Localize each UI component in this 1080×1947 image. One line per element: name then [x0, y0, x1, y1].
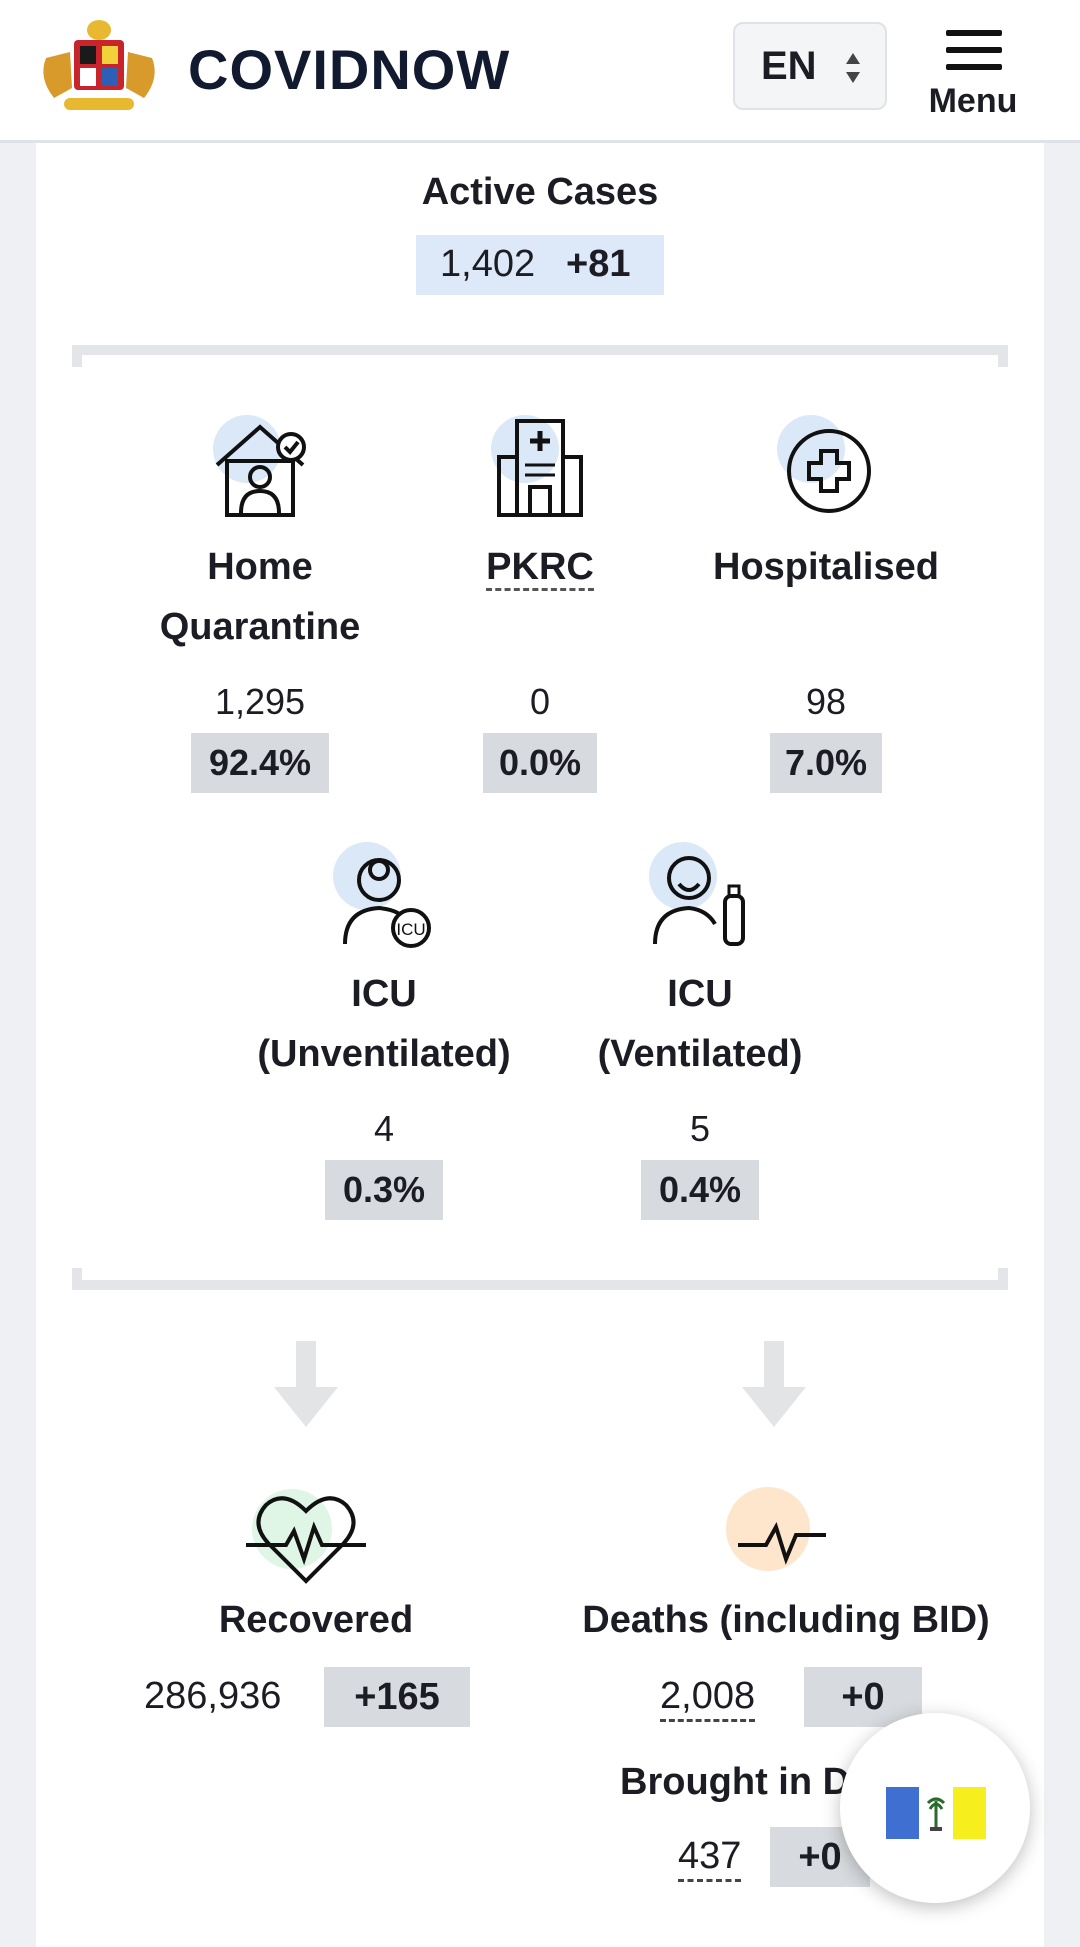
stat-icu-ventilated: ICU (Ventilated) 5 0.4%: [540, 840, 860, 1220]
stat-percent-badge: 0.3%: [325, 1160, 443, 1220]
deaths-value: 2,008: [660, 1675, 756, 1722]
stat-label-line1: ICU: [351, 973, 417, 1015]
language-select[interactable]: EN: [733, 22, 887, 110]
doctor-icu-icon: ICU: [333, 842, 431, 948]
language-value: EN: [761, 44, 817, 88]
stat-value: 98: [805, 681, 847, 722]
arrow-down-icon: [742, 1341, 806, 1427]
active-cases-value: 1,402: [440, 243, 536, 285]
stat-percent-badge: 7.0%: [770, 733, 882, 793]
arrow-down-icon: [274, 1341, 338, 1427]
stat-percent-badge: 92.4%: [191, 733, 329, 793]
active-cases-badge: 1,402 +81: [416, 235, 664, 295]
medical-cross-circle-icon: [777, 415, 871, 513]
stat-icu-unventilated: ICU ICU (Unventilated) 4 0.3%: [224, 840, 544, 1220]
stat-label-line2: (Ventilated): [597, 1033, 803, 1075]
stat-percent-badge: 0.0%: [483, 733, 597, 793]
deaths-delta-badge: +0: [804, 1667, 922, 1727]
stat-value: 4: [373, 1108, 395, 1149]
active-cases-delta: +81: [566, 243, 631, 285]
coat-of-arms-logo[interactable]: [34, 18, 164, 116]
bracket-divider-bottom: [72, 1268, 1008, 1290]
stat-label-line2: (Unventilated): [257, 1033, 511, 1075]
stat-value: 0: [529, 681, 551, 722]
penang-flag-icon: [886, 1787, 986, 1839]
bid-value-link[interactable]: 437: [678, 1835, 742, 1882]
hospital-building-icon: [491, 415, 583, 517]
heart-pulse-icon: [246, 1489, 366, 1584]
recovered-value: 286,936: [144, 1675, 282, 1717]
svg-text:ICU: ICU: [396, 920, 425, 939]
bid-label: Brought in D: [620, 1761, 851, 1803]
bid-value: 437: [678, 1835, 742, 1882]
app-title: COVIDNOW: [188, 38, 511, 101]
house-person-check-icon: [213, 415, 306, 517]
active-cases-card: Active Cases 1,402 +81 Home Quarantine 1…: [36, 143, 1044, 1947]
recovered-delta-badge: +165: [324, 1667, 470, 1727]
stat-label-line2: Quarantine: [159, 606, 361, 648]
stat-label-line1: ICU: [667, 973, 733, 1015]
hamburger-icon: [946, 30, 1002, 70]
stat-home-quarantine: Home Quarantine 1,295 92.4%: [100, 413, 420, 793]
flatline-pulse-icon: [726, 1487, 826, 1571]
stat-label-line1: Hospitalised: [713, 546, 939, 588]
deaths-label: Deaths (including BID): [582, 1599, 990, 1641]
stat-value: 5: [689, 1108, 711, 1149]
sort-arrows-icon: [846, 53, 860, 83]
stat-value: 1,295: [214, 681, 306, 722]
stat-hospitalised: Hospitalised 98 7.0%: [666, 413, 986, 793]
pkrc-label-link[interactable]: PKRC: [380, 537, 700, 597]
stat-label-line1: PKRC: [486, 546, 594, 591]
state-select-button[interactable]: [840, 1713, 1030, 1903]
active-cases-title: Active Cases: [421, 171, 659, 213]
menu-button[interactable]: Menu: [918, 22, 1028, 122]
menu-label: Menu: [928, 82, 1018, 120]
bracket-divider-top: [72, 345, 1008, 367]
patient-oxygen-icon: [649, 842, 745, 946]
top-bar: COVIDNOW EN Menu: [0, 0, 1080, 143]
stat-percent-badge: 0.4%: [641, 1160, 759, 1220]
deaths-value-link[interactable]: 2,008: [660, 1675, 756, 1722]
recovered-label: Recovered: [218, 1599, 414, 1641]
stat-pkrc: PKRC 0 0.0%: [380, 413, 700, 793]
stat-label-line1: Home: [207, 546, 313, 588]
